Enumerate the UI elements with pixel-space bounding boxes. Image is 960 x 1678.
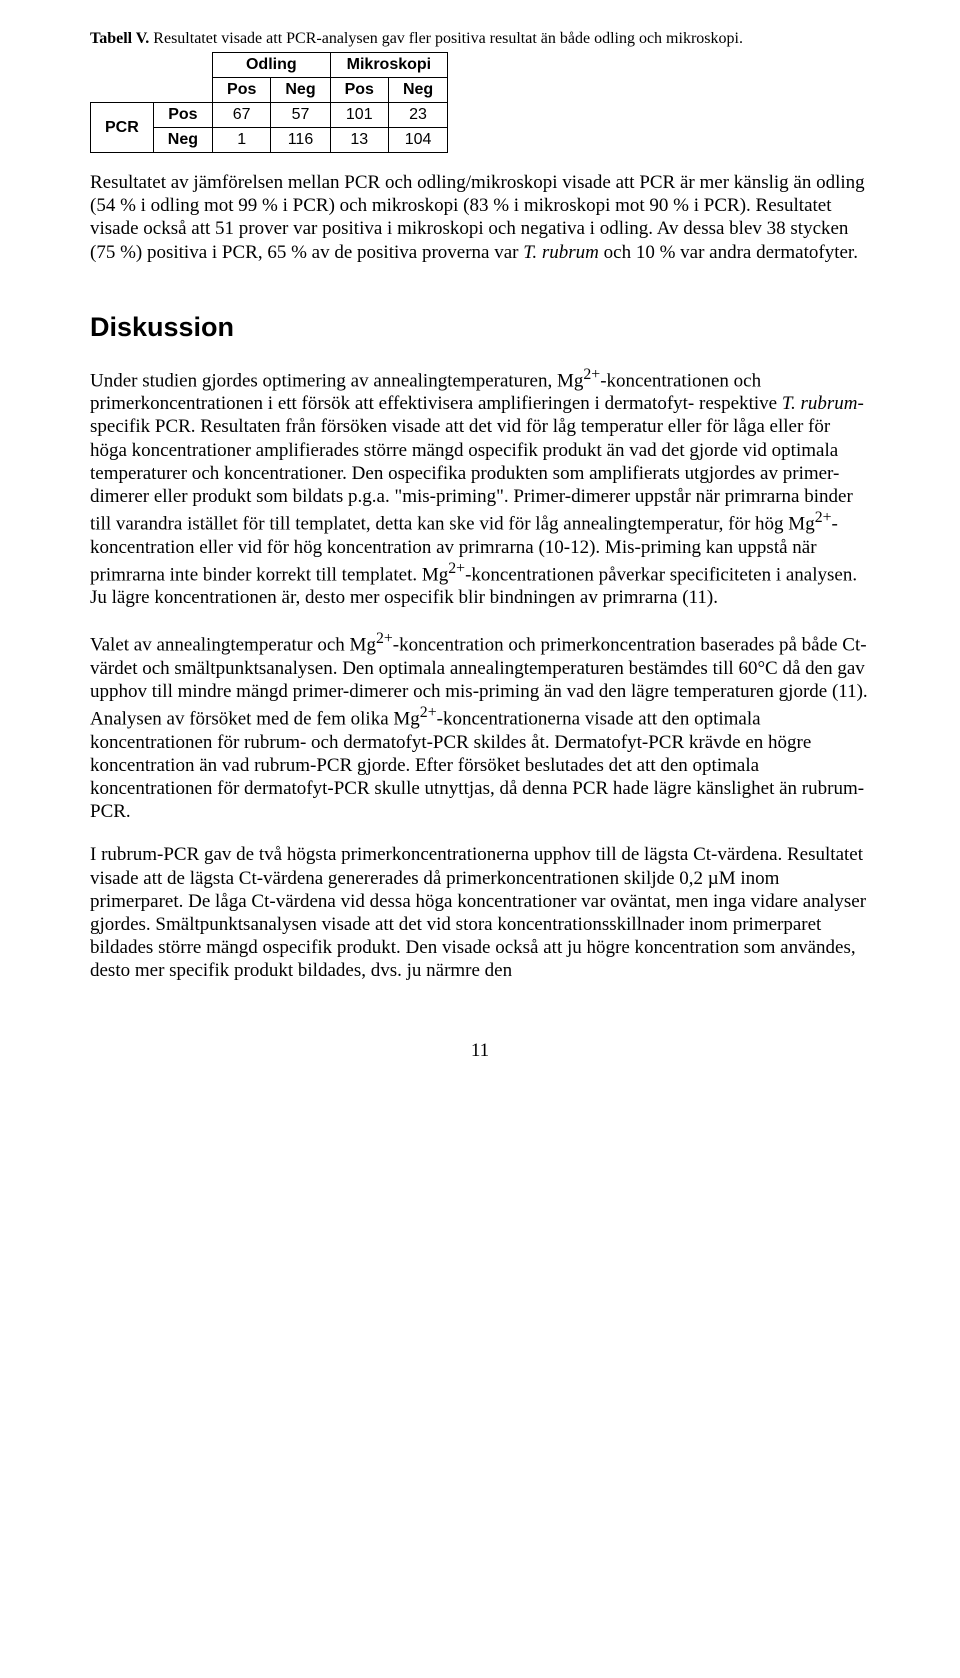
result-table: Odling Mikroskopi Pos Neg Pos Neg PCR Po… <box>90 52 448 153</box>
paragraph-4: I rubrum-PCR gav de två högsta primerkon… <box>90 843 870 982</box>
subhead-pos-1: Pos <box>213 78 271 103</box>
paragraph-2: Under studien gjordes optimering av anne… <box>90 365 870 610</box>
superscript-2plus-4: 2+ <box>376 630 393 647</box>
subhead-neg-1: Neg <box>271 78 330 103</box>
superscript-2plus-5: 2+ <box>420 704 437 721</box>
taxon-2: T. rubrum <box>782 393 858 414</box>
cell-1-3: 104 <box>388 128 447 153</box>
superscript-2plus-1: 2+ <box>583 366 600 383</box>
cell-0-0: 67 <box>213 103 271 128</box>
table-caption: Tabell V. Resultatet visade att PCR-anal… <box>90 30 870 48</box>
cell-0-1: 57 <box>271 103 330 128</box>
caption-text: Resultatet visade att PCR-analysen gav f… <box>149 30 743 47</box>
side-label-pcr: PCR <box>91 103 154 153</box>
paragraph-3: Valet av annealingtemperatur och Mg2+-ko… <box>90 629 870 823</box>
subhead-pos-2: Pos <box>330 78 388 103</box>
col-group-mikroskopi: Mikroskopi <box>330 53 448 78</box>
caption-label: Tabell V. <box>90 30 149 47</box>
subhead-neg-2: Neg <box>388 78 447 103</box>
table-wrapper: Odling Mikroskopi Pos Neg Pos Neg PCR Po… <box>90 52 870 153</box>
row-label-neg: Neg <box>153 128 212 153</box>
cell-1-2: 13 <box>330 128 388 153</box>
row-label-pos: Pos <box>153 103 212 128</box>
section-heading-diskussion: Diskussion <box>90 312 870 343</box>
taxon-1: T. rubrum <box>523 242 599 263</box>
cell-0-2: 101 <box>330 103 388 128</box>
cell-1-1: 116 <box>271 128 330 153</box>
paragraph-1: Resultatet av jämförelsen mellan PCR och… <box>90 171 870 264</box>
superscript-2plus-2: 2+ <box>815 509 832 526</box>
superscript-2plus-3: 2+ <box>448 560 465 577</box>
page-number: 11 <box>90 1040 870 1062</box>
col-group-odling: Odling <box>213 53 331 78</box>
cell-0-3: 23 <box>388 103 447 128</box>
cell-1-0: 1 <box>213 128 271 153</box>
